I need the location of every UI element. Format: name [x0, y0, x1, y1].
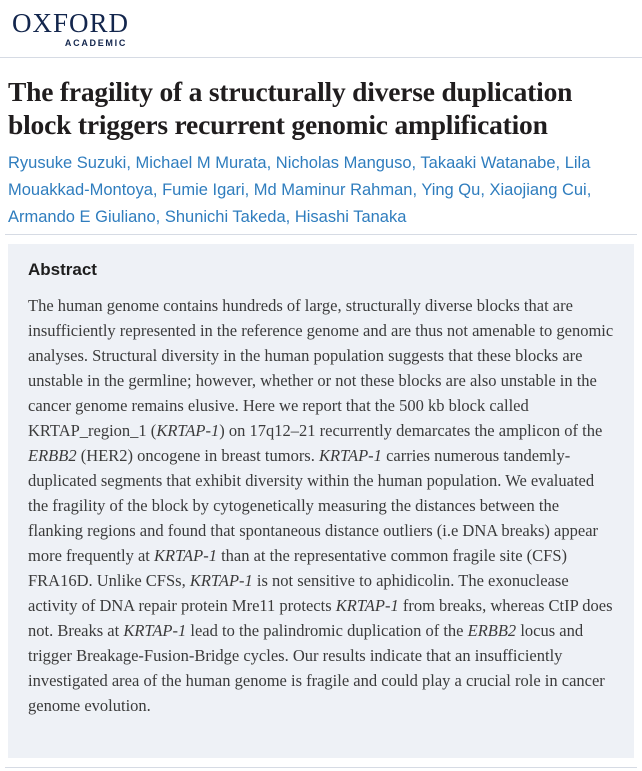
author-separator: , — [285, 208, 295, 226]
author-link[interactable]: Ying Qu — [421, 181, 481, 199]
gene-name-italic: ERBB2 — [467, 621, 517, 640]
author-separator: , — [152, 181, 163, 199]
author-separator: , — [586, 181, 592, 199]
abstract-segment: (HER2) oncogene in breast tumors. — [76, 446, 319, 465]
gene-name-italic: KRTAP-1 — [318, 446, 382, 465]
abstract-segment: lead to the palindromic duplication of t… — [186, 621, 468, 640]
authors-divider — [5, 234, 637, 235]
abstract-segment: than at the representative common fragil… — [28, 546, 568, 590]
author-link[interactable]: Fumie Igari — [162, 181, 245, 199]
logo-wordmark: OXFORD — [12, 8, 130, 38]
gene-name-italic: KRTAP-1 — [123, 621, 187, 640]
author-separator: , — [155, 208, 165, 226]
author-link[interactable]: Takaaki Watanabe — [420, 154, 556, 172]
gene-name-italic: KRTAP-1 — [156, 421, 220, 440]
logo-tagline: ACADEMIC — [64, 38, 128, 48]
abstract-text: The human genome contains hundreds of la… — [28, 293, 614, 718]
abstract-segment: locus and trigger Breakage-Fusion-Bridge… — [28, 621, 605, 715]
gene-name-italic: KRTAP-1 — [335, 596, 399, 615]
abstract-segment: ) on 17q12–21 recurrently demarcates the… — [219, 421, 603, 440]
abstract-segment: The human genome contains hundreds of la… — [28, 296, 614, 440]
author-link[interactable]: Nicholas Manguso — [275, 154, 412, 172]
author-link[interactable]: Ryusuke Suzuki — [8, 154, 127, 172]
site-header: OXFORD ACADEMIC — [0, 0, 642, 51]
abstract-segment: from breaks, whereas CtIP does not. Brea… — [28, 596, 613, 640]
author-link[interactable]: Michael M Murata — [135, 154, 267, 172]
author-separator: , — [555, 154, 565, 172]
author-separator: , — [126, 154, 136, 172]
author-link[interactable]: Armando E Giuliano — [8, 208, 156, 226]
footer-divider — [5, 767, 637, 768]
header-divider — [0, 57, 642, 58]
author-link[interactable]: Hisashi Tanaka — [294, 208, 407, 226]
author-separator: , — [412, 181, 422, 199]
oxford-academic-logo[interactable]: OXFORD ACADEMIC — [12, 8, 130, 49]
author-link[interactable]: Xiaojiang Cui — [489, 181, 587, 199]
article-title: The fragility of a structurally diverse … — [8, 76, 573, 140]
abstract-segment: carries numerous tandemly-duplicated seg… — [28, 446, 599, 565]
abstract-segment: is not sensitive to aphidicolin. The exo… — [28, 571, 569, 615]
abstract-section: Abstract The human genome contains hundr… — [8, 244, 634, 758]
author-link[interactable]: Md Maminur Rahman — [253, 181, 413, 199]
author-separator: , — [244, 181, 254, 199]
gene-name-italic: ERBB2 — [28, 446, 77, 465]
abstract-heading: Abstract — [28, 260, 97, 279]
author-link[interactable]: Shunichi Takeda — [164, 208, 286, 226]
author-list: Ryusuke Suzuki, Michael M Murata, Nichol… — [8, 150, 630, 231]
author-link[interactable]: Lila Mouakkad-Montoya — [8, 154, 591, 199]
gene-name-italic: KRTAP-1 — [154, 546, 217, 565]
author-separator: , — [266, 154, 276, 172]
gene-name-italic: KRTAP-1 — [189, 571, 253, 590]
author-separator: , — [411, 154, 421, 172]
author-separator: , — [480, 181, 490, 199]
